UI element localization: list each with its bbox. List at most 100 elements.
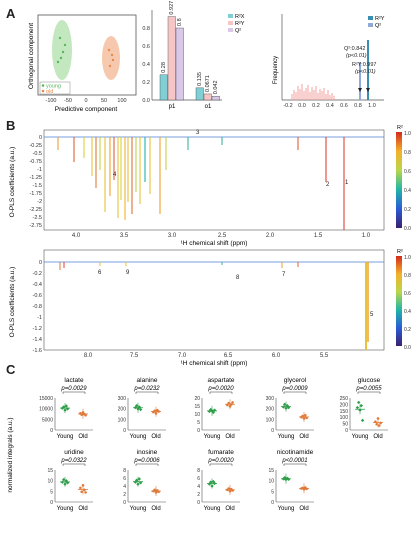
bar-value-label: 0.8 [177, 18, 183, 26]
legend-r2y-swatch [228, 21, 233, 25]
ytick: 0 [39, 135, 42, 141]
ytick: -2.5 [33, 215, 42, 221]
spectrum-bottom-ylabel: O-PLS coefficients (a.u.) [9, 267, 16, 338]
metabolite-ytick: 5 [50, 489, 53, 495]
ytick: -2.75 [29, 223, 42, 229]
colorbar-tick: 0.6 [404, 169, 411, 175]
metabolite-title: aspartate [207, 377, 234, 384]
xtick: 1.0 [362, 233, 371, 239]
spectrum-top-yticks: 0 -0.25 -0.5 -0.75 -1 -1.25 -1.5 -1.75 -… [29, 135, 42, 229]
perm-xtick: 0.6 [340, 103, 348, 109]
young-data-point [64, 404, 68, 408]
significance-bracket [62, 463, 86, 466]
bar-ytick: 0.2 [142, 80, 150, 86]
metabolite-ytick: 10 [194, 412, 200, 418]
young-data-point [360, 418, 365, 423]
perm-ylabel: Frequency [273, 56, 279, 84]
xtick: 8.0 [84, 353, 93, 359]
group-label-old: Old [299, 434, 308, 440]
metabolite-ytick: 10 [268, 479, 274, 485]
colorbar-tick: 0.0 [404, 226, 411, 232]
ytick: -1.5 [33, 183, 42, 189]
legend-r2x-swatch [228, 14, 233, 18]
ytick: -2 [37, 199, 42, 205]
metabolite-ytick: 5 [271, 489, 274, 495]
peak-label: 8 [236, 275, 240, 281]
group-label-young: Young [352, 434, 369, 440]
young-points [56, 36, 67, 64]
score-xticks: -100 -50 0 50 100 [45, 98, 126, 104]
group-label-old: Old [78, 434, 87, 440]
metabolite-ytick: 10 [47, 479, 53, 485]
metabolite-ytick: 200 [340, 402, 349, 408]
old-data-point [153, 488, 156, 492]
metabolite-ytick: 150 [340, 409, 349, 415]
legend-perm-r2y-swatch [368, 16, 373, 20]
spectrum-bottom-xlabel: ¹H chemical shift (ppm) [181, 360, 248, 367]
q2-annotation: Q²:0.842 [344, 46, 365, 52]
old-data-point [227, 487, 230, 490]
group-label-old: Old [373, 434, 382, 440]
colorbar-tick: 0.8 [404, 273, 411, 279]
bar-category-o1: o1 [205, 104, 212, 110]
bar-ytick: 0.8 [142, 26, 150, 32]
spectrum-top-xticks: 4.0 3.5 3.0 2.5 2.0 1.5 1.0 [72, 233, 371, 239]
metabolite-pvalue: p=0.0009 [281, 386, 308, 392]
bar-legend: R²X R²Y Q² [228, 14, 245, 34]
significance-bracket [283, 463, 307, 466]
bar-o1-2 [211, 96, 220, 101]
bar-o1-0 [195, 87, 204, 101]
score-legend-box [39, 81, 71, 95]
ytick: -1.25 [29, 175, 42, 181]
metabolite-ytick: 4 [123, 484, 126, 490]
metabolite-title: glucose [358, 377, 381, 384]
spectrum-bottom-xticks: 8.0 7.5 7.0 6.5 6.0 5.5 [84, 353, 329, 359]
metabolite-ytick: 300 [118, 396, 127, 402]
score-plot: young old -100 -50 0 50 100 Predictive c… [28, 14, 137, 113]
r2y-pvalue: (p<0.01) [355, 69, 376, 75]
metabolite-pvalue: p=0.0029 [60, 386, 87, 392]
group-label-old: Old [225, 506, 234, 512]
colorbar-top [396, 132, 402, 228]
perm-xtick: 0.4 [326, 103, 334, 109]
group-label-young: Young [57, 434, 74, 440]
peak-label: 5 [370, 312, 374, 318]
perm-xtick: -0.2 [283, 103, 292, 109]
score-xtick: -100 [45, 98, 56, 104]
old-data-point [79, 486, 82, 490]
bar-value-label: 0.927 [169, 1, 175, 15]
significance-bracket [283, 391, 307, 394]
legend-young-marker [41, 84, 45, 87]
metabolite-ytick: 15 [47, 468, 53, 474]
ytick: -0.5 [33, 151, 42, 157]
old-data-point [80, 490, 83, 494]
panel-label-b: B [6, 118, 16, 133]
metabolite-ytick: 50 [342, 422, 348, 428]
metabolite-title: fumarate [208, 449, 234, 456]
xtick: 3.0 [168, 233, 177, 239]
score-xtick: 100 [117, 98, 126, 104]
colorbar-tick: 1.0 [404, 131, 411, 137]
colorbar-tick: 0.0 [404, 345, 411, 351]
young-data-point [209, 480, 213, 484]
significance-bracket [357, 391, 381, 394]
colorbar-tick: 0.4 [404, 309, 411, 315]
colorbar-bottom-ticks: 1.0 0.8 0.6 0.4 0.2 0.0 [404, 255, 411, 351]
legend-old-label: old [46, 89, 53, 95]
ytick: -1 [37, 167, 42, 173]
colorbar-top-label: R² [397, 125, 403, 131]
spectrum-top-xlabel: ¹H chemical shift (ppm) [181, 240, 248, 247]
group-label-old: Old [151, 506, 160, 512]
group-label-old: Old [78, 506, 87, 512]
spectrum-top-peak-labels: 1 2 3 4 [113, 130, 349, 188]
bar-category-p1: p1 [169, 104, 176, 110]
old-data-point [84, 413, 87, 417]
peak-label: 2 [326, 182, 330, 188]
metabolite-ytick: 0 [123, 428, 126, 434]
metabolite-ytick: 20 [194, 396, 200, 402]
legend-young-label: young [46, 84, 61, 90]
colorbar-tick: 0.2 [404, 207, 411, 213]
